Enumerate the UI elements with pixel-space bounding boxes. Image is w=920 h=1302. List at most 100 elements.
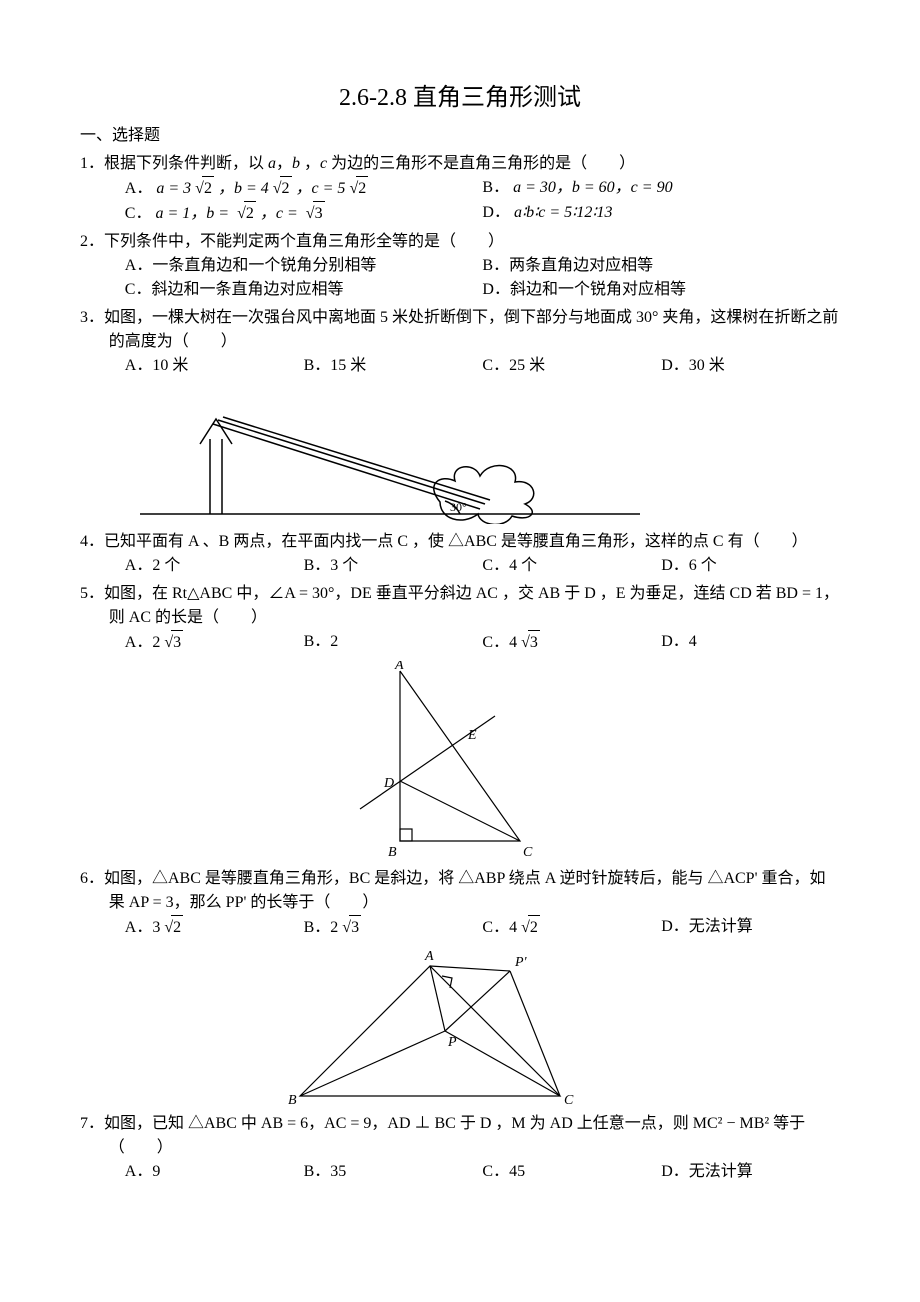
question-4: 4．已知平面有 A 、B 两点，在平面内找一点 C ，使 △ABC 是等腰直角三… [80,530,840,578]
label: D． [482,204,510,221]
text: 1．根据下列条件判断，以 [80,155,264,172]
option-d: D．4 [661,630,840,655]
label: B． [482,179,509,196]
option-c: C．25 米 [482,354,661,378]
math: ，c = [260,205,302,222]
question-3: 3．如图，一棵大树在一次强台风中离地面 5 米处折断倒下，倒下部分与地面成 30… [80,306,840,524]
question-6: 6．如图，△ABC 是等腰直角三角形，BC 是斜边，将 △ABP 绕点 A 逆时… [80,867,840,1106]
math: a = 3 [156,180,191,197]
options: A．一条直角边和一个锐角分别相等 B．两条直角边对应相等 C．斜边和一条直角边对… [80,254,840,302]
option-d: D．30 米 [661,354,840,378]
pt-b: B [288,1093,297,1106]
options: A．23 B．2 C．43 D．4 [80,630,840,655]
option-c: C．43 [482,630,661,655]
label: C．4 [482,919,517,936]
triangle-diagram-icon: A B C D E [340,661,560,861]
pt-p: P [447,1035,457,1050]
label: C．4 [482,634,517,651]
question-stem: 5．如图，在 Rt△ABC 中，∠A = 30°，DE 垂直平分斜边 AC ，交… [80,582,840,630]
question-5: 5．如图，在 Rt△ABC 中，∠A = 30°，DE 垂直平分斜边 AC ，交… [80,582,840,861]
option-b: B．23 [304,915,483,940]
label: A．3 [125,919,161,936]
question-stem: 1．根据下列条件判断，以 a，b ，c 为边的三角形不是直角三角形的是（ ） [80,152,840,176]
figure-tree: 30° [140,384,840,524]
label: B．2 [304,919,339,936]
document-title: 2.6-2.8 直角三角形测试 [80,80,840,116]
document-page: 2.6-2.8 直角三角形测试 一、选择题 1．根据下列条件判断，以 a，b ，… [0,0,920,1228]
sqrt-icon: 2 [269,176,292,201]
figure-triangle-de: A B C D E [340,661,840,861]
question-stem: 4．已知平面有 A 、B 两点，在平面内找一点 C ，使 △ABC 是等腰直角三… [80,530,840,554]
option-b: B．15 米 [304,354,483,378]
pt-pp: P' [514,955,528,970]
section-heading: 一、选择题 [80,124,840,148]
sqrt-icon: 3 [517,630,540,655]
sqrt-icon: 2 [517,915,540,940]
question-stem: 2．下列条件中，不能判定两个直角三角形全等的是（ ） [80,230,840,254]
question-1: 1．根据下列条件判断，以 a，b ，c 为边的三角形不是直角三角形的是（ ） A… [80,152,840,226]
option-d: D．无法计算 [661,1160,840,1184]
question-stem: 7．如图，已知 △ABC 中 AB = 6，AC = 9，AD ⊥ BC 于 D… [80,1112,840,1160]
option-b: B． a = 30，b = 60，c = 90 [482,176,840,201]
options: A．10 米 B．15 米 C．25 米 D．30 米 [80,354,840,378]
option-c: C．45 [482,1160,661,1184]
var-b: b [292,155,300,172]
option-c: C． a = 1，b = 2 ，c = 3 [125,201,483,226]
pt-c: C [564,1093,574,1106]
math: a∶b∶c = 5∶12∶13 [514,204,613,221]
options: A．2 个 B．3 个 C．4 个 D．6 个 [80,554,840,578]
pt-a: A [394,661,404,673]
figure-rotation: A B C P P' [280,946,840,1106]
options: A．32 B．23 C．42 D．无法计算 [80,915,840,940]
sqrt-icon: 3 [302,201,325,226]
option-a: A． a = 32 ，b = 42 ，c = 52 [125,176,483,201]
option-a: A．9 [125,1160,304,1184]
option-d: D． a∶b∶c = 5∶12∶13 [482,201,840,226]
label: A． [125,180,153,197]
option-b: B．35 [304,1160,483,1184]
question-2: 2．下列条件中，不能判定两个直角三角形全等的是（ ） A．一条直角边和一个锐角分… [80,230,840,302]
math: ，c = 5 [296,180,346,197]
option-a: A．10 米 [125,354,304,378]
sqrt-icon: 3 [160,630,183,655]
text: 为边的三角形不是直角三角形的是（ ） [331,155,635,172]
sqrt-icon: 2 [233,201,256,226]
option-a: A．一条直角边和一个锐角分别相等 [125,254,483,278]
pt-c: C [523,845,533,860]
option-b: B．2 [304,630,483,655]
label: A．2 [125,634,161,651]
sqrt-icon: 2 [160,915,183,940]
var-c: c [320,155,327,172]
option-d: D．斜边和一个锐角对应相等 [482,278,840,302]
option-d: D．6 个 [661,554,840,578]
question-stem: 3．如图，一棵大树在一次强台风中离地面 5 米处折断倒下，倒下部分与地面成 30… [80,306,840,354]
option-a: A．32 [125,915,304,940]
options: A． a = 32 ，b = 42 ，c = 52 B． a = 30，b = … [80,176,840,226]
label: C． [125,205,152,222]
pt-e: E [467,728,477,743]
option-c: C．42 [482,915,661,940]
pt-d: D [383,776,394,791]
option-b: B．3 个 [304,554,483,578]
options: A．9 B．35 C．45 D．无法计算 [80,1160,840,1184]
angle-label: 30° [450,500,467,514]
option-b: B．两条直角边对应相等 [482,254,840,278]
tree-diagram-icon: 30° [140,384,640,524]
sqrt-icon: 2 [191,176,214,201]
question-stem: 6．如图，△ABC 是等腰直角三角形，BC 是斜边，将 △ABP 绕点 A 逆时… [80,867,840,915]
sqrt-icon: 3 [338,915,361,940]
rotation-diagram-icon: A B C P P' [280,946,620,1106]
option-a: A．23 [125,630,304,655]
math: a = 1，b = [155,205,233,222]
pt-b: B [388,845,397,860]
option-a: A．2 个 [125,554,304,578]
sqrt-icon: 2 [345,176,368,201]
option-c: C．4 个 [482,554,661,578]
math: ，b = 4 [218,180,269,197]
question-7: 7．如图，已知 △ABC 中 AB = 6，AC = 9，AD ⊥ BC 于 D… [80,1112,840,1184]
pt-a: A [424,949,434,964]
math: a = 30，b = 60，c = 90 [513,179,673,196]
option-c: C．斜边和一条直角边对应相等 [125,278,483,302]
var-a: a [268,155,276,172]
option-d: D．无法计算 [661,915,840,940]
